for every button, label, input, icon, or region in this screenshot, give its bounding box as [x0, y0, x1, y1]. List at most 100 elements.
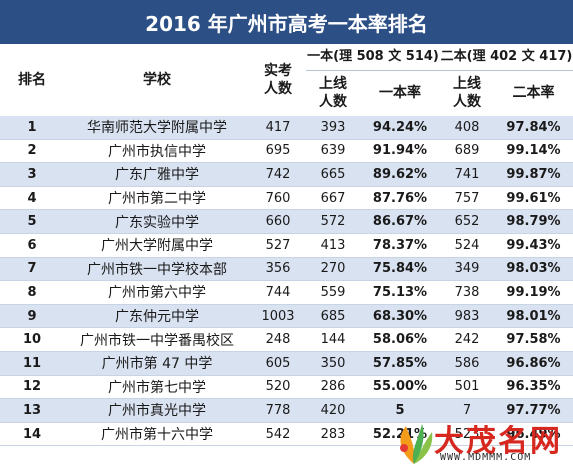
header-examinees: 实考人数: [264, 63, 292, 97]
cell-tier1-passed: 350: [306, 351, 360, 376]
cell-tier2-rate: 99.61%: [494, 186, 573, 211]
cell-rank: 11: [0, 351, 64, 376]
cell-school: 广州市第二中学: [64, 186, 250, 211]
cell-tier1-passed: 144: [306, 327, 360, 352]
cell-examinees: 695: [250, 139, 306, 164]
cell-school: 广州市铁一中学校本部: [64, 257, 250, 282]
cell-tier2-rate: 97.58%: [494, 327, 573, 352]
cell-tier2-passed: 7: [440, 398, 494, 423]
cell-examinees: 248: [250, 327, 306, 352]
cell-tier1-rate: 91.94%: [360, 139, 440, 164]
header-school: 学校: [143, 72, 171, 88]
table-row: 6 广州大学附属中学 527 413 78.37% 524 99.43%: [0, 233, 573, 258]
cell-tier1-rate: 78.37%: [360, 233, 440, 258]
cell-tier2-rate: 98.01%: [494, 304, 573, 329]
cell-rank: 13: [0, 398, 64, 423]
cell-tier2-rate: 99.14%: [494, 139, 573, 164]
cell-school: 广东仲元中学: [64, 304, 250, 329]
cell-tier2-rate: 98.03%: [494, 257, 573, 282]
cell-tier2-passed: 586: [440, 351, 494, 376]
cell-rank: 2: [0, 139, 64, 164]
cell-rank: 14: [0, 422, 64, 447]
cell-tier2-passed: 652: [440, 209, 494, 234]
cell-school: 广东实验中学: [64, 209, 250, 234]
cell-examinees: 742: [250, 162, 306, 187]
cell-tier2-passed: 242: [440, 327, 494, 352]
cell-tier1-passed: 667: [306, 186, 360, 211]
table-title: 2016 年广州市高考一本率排名: [0, 0, 573, 44]
cell-tier2-rate: 99.43%: [494, 233, 573, 258]
table-row: 4 广州市第二中学 760 667 87.76% 757 99.61%: [0, 186, 573, 211]
cell-examinees: 1003: [250, 304, 306, 329]
cell-school: 广州大学附属中学: [64, 233, 250, 258]
cell-examinees: 744: [250, 280, 306, 305]
cell-tier1-passed: 286: [306, 375, 360, 400]
cell-examinees: 542: [250, 422, 306, 447]
watermark-url: WWW.MDMMM.COM: [440, 452, 532, 463]
header-tier1-rate: 一本率: [379, 85, 421, 101]
cell-tier1-rate: 75.84%: [360, 257, 440, 282]
watermark-text: 大茂名网: [434, 424, 562, 459]
cell-tier1-rate: 68.30%: [360, 304, 440, 329]
cell-tier2-rate: 97.84%: [494, 116, 573, 140]
table-row: 12 广州市第七中学 520 286 55.00% 501 96.35%: [0, 375, 573, 400]
cell-school: 广州市真光中学: [64, 398, 250, 423]
cell-rank: 1: [0, 116, 64, 140]
cell-school: 广州市铁一中学番禺校区: [64, 327, 250, 352]
ranking-table: 1 华南师范大学附属中学 417 393 94.24% 408 97.84% 2 广州市执信中学…: [0, 116, 573, 447]
cell-tier1-rate: 86.67%: [360, 209, 440, 234]
cell-tier2-passed: 501: [440, 375, 494, 400]
cell-rank: 12: [0, 375, 64, 400]
header-tier2-rate: 二本率: [512, 85, 555, 101]
cell-rank: 5: [0, 209, 64, 234]
cell-tier2-rate: 99.87%: [494, 162, 573, 187]
cell-examinees: 660: [250, 209, 306, 234]
cell-tier1-rate: 89.62%: [360, 162, 440, 187]
table-row: 3 广东广雅中学 742 665 89.62% 741 99.87%: [0, 162, 573, 187]
cell-rank: 4: [0, 186, 64, 211]
cell-tier2-passed: 741: [440, 162, 494, 187]
header-rank: 排名: [18, 72, 46, 88]
header-tier2-group: 二本(理 402 文 417): [440, 49, 573, 64]
table-row: 14 广州市第十六中学 542 283 52.21% 523 96.49%: [0, 422, 573, 447]
cell-tier2-passed: 689: [440, 139, 494, 164]
cell-tier1-passed: 639: [306, 139, 360, 164]
table-row: 5 广东实验中学 660 572 86.67% 652 98.79%: [0, 209, 573, 234]
cell-tier2-passed: 408: [440, 116, 494, 140]
header-tier1-passed: 上线人数: [319, 76, 347, 110]
cell-tier1-rate: 58.06%: [360, 327, 440, 352]
cell-tier2-passed: 524: [440, 233, 494, 258]
cell-tier2-rate: 96.86%: [494, 351, 573, 376]
cell-tier2-rate: 99.19%: [494, 280, 573, 305]
cell-tier2-rate: 97.77%: [494, 398, 573, 423]
header-divider: [306, 70, 573, 71]
cell-rank: 3: [0, 162, 64, 187]
cell-tier1-passed: 665: [306, 162, 360, 187]
table-row: 8 广州市第六中学 744 559 75.13% 738 99.19%: [0, 280, 573, 305]
cell-tier2-rate: 96.35%: [494, 375, 573, 400]
cell-rank: 6: [0, 233, 64, 258]
cell-tier2-passed: 757: [440, 186, 494, 211]
cell-tier1-passed: 420: [306, 398, 360, 423]
cell-examinees: 778: [250, 398, 306, 423]
cell-tier1-rate: 87.76%: [360, 186, 440, 211]
cell-tier2-passed: 738: [440, 280, 494, 305]
table-row: 9 广东仲元中学 1003 685 68.30% 983 98.01%: [0, 304, 573, 329]
cell-examinees: 356: [250, 257, 306, 282]
table-header: 排名 学校 实考人数 一本(理 508 文 514) 上线人数 一本率 二本(理…: [0, 44, 573, 116]
cell-tier2-passed: 983: [440, 304, 494, 329]
cell-school: 广州市执信中学: [64, 139, 250, 164]
cell-tier2-passed: 349: [440, 257, 494, 282]
table-row: 11 广州市第 47 中学 605 350 57.85% 586 96.86%: [0, 351, 573, 376]
cell-tier1-rate: 55.00%: [360, 375, 440, 400]
cell-school: 华南师范大学附属中学: [64, 116, 250, 140]
cell-tier1-passed: 413: [306, 233, 360, 258]
cell-tier2-rate: 96.49%: [494, 422, 573, 447]
cell-rank: 7: [0, 257, 64, 282]
cell-tier1-passed: 270: [306, 257, 360, 282]
cell-tier1-passed: 393: [306, 116, 360, 140]
cell-tier1-passed: 559: [306, 280, 360, 305]
cell-rank: 9: [0, 304, 64, 329]
header-tier2-passed: 上线人数: [453, 76, 481, 110]
